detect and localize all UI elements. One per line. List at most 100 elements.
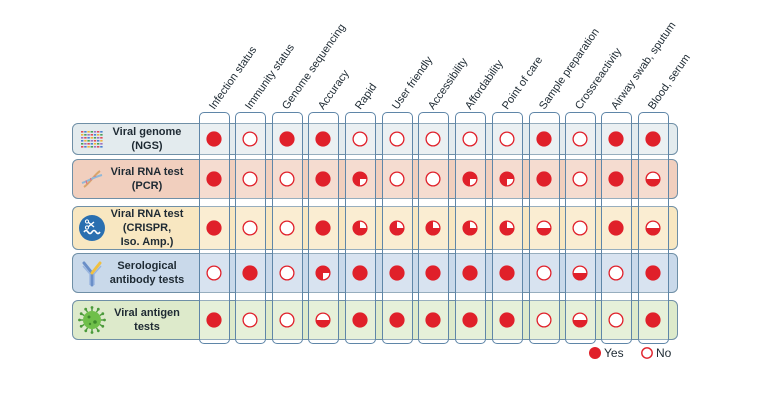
marker-yes-serological-point-of-care [499, 265, 515, 281]
marker-yes-viral-antigen-infection-status [206, 312, 222, 328]
marker-three-quarter-viral-rna-crispr-point-of-care [499, 220, 515, 236]
marker-half-serological-crossreactivity [572, 265, 588, 281]
legend-no-label: No [656, 346, 672, 360]
marker-no-viral-rna-pcr-crossreactivity [572, 171, 588, 187]
marker-yes-viral-rna-crispr-infection-status [206, 220, 222, 236]
marker-yes-viral-rna-pcr-airway-swab-sputum [608, 171, 624, 187]
column-header-rapid: Rapid [353, 81, 380, 112]
marker-three-quarter-viral-rna-crispr-rapid [352, 220, 368, 236]
marker-no-viral-genome-crossreactivity [572, 131, 588, 147]
marker-half-viral-antigen-crossreactivity [572, 312, 588, 328]
marker-three-quarter-viral-rna-crispr-user-friendly [389, 220, 405, 236]
marker-no-serological-airway-swab-sputum [608, 265, 624, 281]
row-label-text: Viral RNA test (CRISPR, Iso. Amp.) [74, 207, 194, 249]
column-frame-point-of-care [491, 112, 523, 344]
marker-yes-viral-genome-sample-preparation [536, 131, 552, 147]
marker-yes-viral-rna-crispr-airway-swab-sputum [608, 220, 624, 236]
row-label-viral-genome: Viral genome (NGS) [74, 123, 194, 155]
legend-no: No [641, 346, 671, 360]
row-label-viral-antigen: Viral antigen tests [74, 300, 194, 340]
marker-yes-viral-antigen-accessibility [425, 312, 441, 328]
column-header-sample-preparation: Sample preparation [537, 26, 602, 112]
row-label-line: (NGS) [131, 140, 163, 152]
row-label-text: Viral antigen tests [74, 306, 194, 334]
marker-no-viral-antigen-airway-swab-sputum [608, 312, 624, 328]
marker-yes-viral-antigen-point-of-care [499, 312, 515, 328]
marker-half-viral-antigen-accuracy [315, 312, 331, 328]
marker-no-viral-rna-pcr-genome-sequencing [279, 171, 295, 187]
marker-yes-serological-immunity-status [242, 265, 258, 281]
column-frame-sample-preparation [528, 112, 560, 344]
marker-yes-viral-genome-genome-sequencing [279, 131, 295, 147]
marker-yes-serological-user-friendly [389, 265, 405, 281]
marker-yes-serological-affordability [462, 265, 478, 281]
row-label-line: Serological [117, 260, 177, 272]
row-label-line: (PCR) [131, 180, 163, 192]
marker-no-viral-rna-pcr-immunity-status [242, 171, 258, 187]
row-label-line: antibody tests [109, 274, 185, 286]
column-frame-genome-sequencing [271, 112, 303, 344]
marker-no-viral-genome-point-of-care [499, 131, 515, 147]
column-header-airway-swab-sputum: Airway swab, sputum [609, 19, 679, 112]
dna-helix-icon [78, 165, 106, 193]
marker-three-quarter-viral-rna-crispr-affordability [462, 220, 478, 236]
marker-no-serological-infection-status [206, 265, 222, 281]
marker-no-viral-antigen-sample-preparation [536, 312, 552, 328]
legend-yes-label: Yes [604, 346, 624, 360]
marker-no-viral-rna-crispr-immunity-status [242, 220, 258, 236]
marker-yes-viral-antigen-user-friendly [389, 312, 405, 328]
crispr-scissors-icon [78, 214, 106, 242]
yes-filled-circle-icon [589, 347, 601, 359]
row-label-line: (CRISPR, [122, 222, 172, 234]
row-label-viral-rna-crispr: Viral RNA test (CRISPR, Iso. Amp.) [74, 206, 194, 250]
column-header-genome-sequencing: Genome sequencing [280, 21, 349, 112]
antibody-icon [78, 259, 106, 287]
marker-yes-viral-genome-accuracy [315, 131, 331, 147]
marker-no-viral-rna-pcr-accessibility [425, 171, 441, 187]
marker-no-viral-genome-rapid [352, 131, 368, 147]
marker-quarter-serological-accuracy [315, 265, 331, 281]
marker-yes-serological-blood-serum [645, 265, 661, 281]
marker-quarter-viral-rna-pcr-rapid [352, 171, 368, 187]
marker-yes-viral-rna-crispr-accuracy [315, 220, 331, 236]
virus-icon [78, 306, 106, 334]
row-label-line: Iso. Amp.) [120, 236, 174, 248]
marker-yes-viral-rna-pcr-accuracy [315, 171, 331, 187]
marker-yes-viral-antigen-blood-serum [645, 312, 661, 328]
marker-no-viral-genome-affordability [462, 131, 478, 147]
marker-yes-viral-antigen-affordability [462, 312, 478, 328]
marker-no-viral-antigen-immunity-status [242, 312, 258, 328]
marker-no-viral-rna-crispr-crossreactivity [572, 220, 588, 236]
row-label-viral-rna-pcr: Viral RNA test (PCR) [74, 159, 194, 199]
marker-three-quarter-viral-rna-crispr-accessibility [425, 220, 441, 236]
marker-yes-viral-genome-infection-status [206, 131, 222, 147]
marker-yes-viral-genome-airway-swab-sputum [608, 131, 624, 147]
marker-quarter-viral-rna-pcr-point-of-care [499, 171, 515, 187]
marker-no-viral-rna-crispr-genome-sequencing [279, 220, 295, 236]
marker-yes-serological-rapid [352, 265, 368, 281]
marker-no-serological-genome-sequencing [279, 265, 295, 281]
marker-no-viral-genome-immunity-status [242, 131, 258, 147]
marker-yes-viral-rna-pcr-infection-status [206, 171, 222, 187]
marker-half-viral-rna-crispr-blood-serum [645, 220, 661, 236]
marker-no-serological-sample-preparation [536, 265, 552, 281]
legend-yes: Yes [589, 346, 624, 360]
row-label-line: Viral antigen [114, 307, 180, 319]
marker-no-viral-rna-pcr-user-friendly [389, 171, 405, 187]
row-label-text: Serological antibody tests [74, 259, 194, 287]
marker-yes-serological-accessibility [425, 265, 441, 281]
dna-sequence-icon [78, 125, 106, 153]
marker-yes-viral-antigen-rapid [352, 312, 368, 328]
marker-yes-viral-genome-blood-serum [645, 131, 661, 147]
row-label-line: Viral RNA test [110, 208, 184, 220]
row-label-line: Viral genome [112, 126, 182, 138]
row-label-line: tests [134, 321, 160, 333]
row-label-text: Viral RNA test (PCR) [74, 165, 194, 193]
marker-no-viral-antigen-genome-sequencing [279, 312, 295, 328]
no-open-circle-icon [641, 347, 653, 359]
marker-quarter-viral-rna-pcr-affordability [462, 171, 478, 187]
column-header-accuracy: Accuracy [316, 67, 352, 112]
row-label-text: Viral genome (NGS) [74, 125, 194, 153]
marker-half-viral-rna-pcr-blood-serum [645, 171, 661, 187]
